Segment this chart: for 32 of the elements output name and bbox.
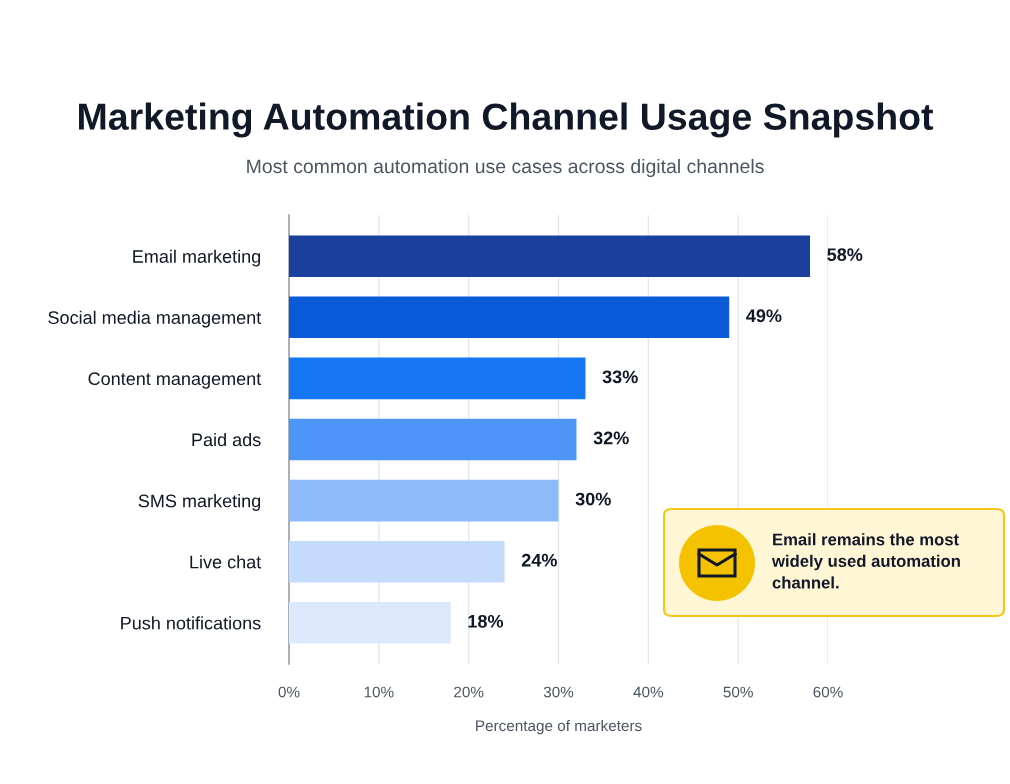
chart-title: Marketing Automation Channel Usage Snapshot: [79, 102, 934, 138]
bar: [289, 479, 559, 522]
bar: [289, 357, 586, 400]
annotation: Email remains the most widely used automation channel.: [771, 533, 960, 589]
x-tick-label: 0%: [278, 686, 300, 698]
bar: [289, 296, 730, 339]
data-label: 33%: [602, 370, 638, 384]
chart-subtitle: Most common automation use cases across digital channels: [247, 158, 764, 178]
y-tick-label: Social media management: [48, 310, 262, 328]
x-tick-label: 60%: [813, 686, 843, 698]
y-tick-label: Push notifications: [121, 616, 261, 630]
x-tick-label: 10%: [364, 686, 394, 698]
y-tick-label: Live chat: [190, 555, 262, 569]
bar: [289, 418, 577, 461]
x-axis-title: Percentage of marketers: [476, 719, 642, 735]
data-label: 32%: [593, 431, 629, 445]
data-label: 58%: [827, 248, 863, 262]
x-tick-label: 30%: [543, 686, 574, 698]
y-tick-label: SMS marketing: [138, 494, 261, 511]
bar: [289, 602, 451, 644]
y-tick-label: Paid ads: [192, 432, 261, 447]
x-tick-label: 50%: [723, 686, 753, 698]
bar: [289, 540, 505, 583]
bar: [289, 235, 811, 277]
data-label: 30%: [575, 492, 611, 506]
y-tick-label: Content management: [88, 372, 262, 389]
y-tick-label: Email marketing: [133, 249, 261, 267]
data-label: 24%: [521, 553, 557, 567]
data-label: 49%: [746, 309, 782, 323]
x-tick-label: 40%: [633, 686, 664, 698]
x-tick-label: 20%: [454, 686, 484, 698]
data-label: 18%: [468, 614, 504, 628]
